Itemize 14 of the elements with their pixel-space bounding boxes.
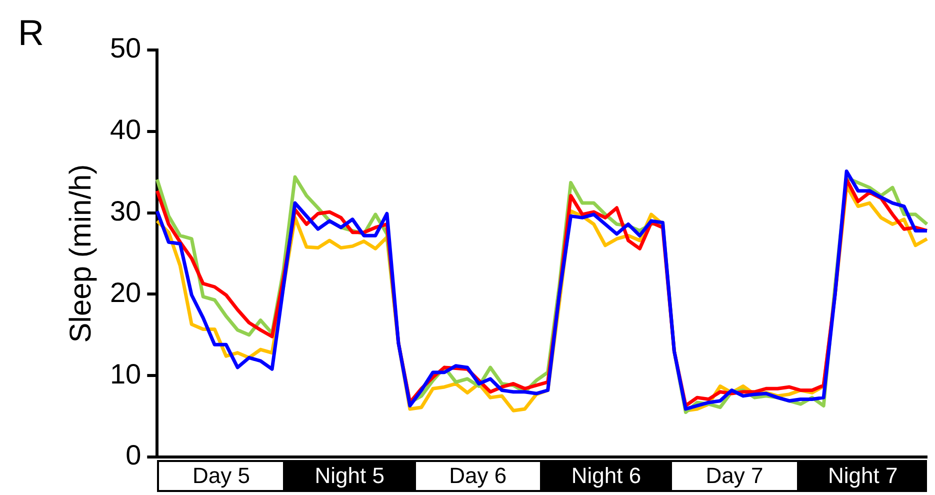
y-tick-label: 30 [110, 196, 142, 227]
text: Night 5 [285, 460, 414, 492]
text: Day 5 [157, 460, 286, 492]
y-tick-label: 50 [110, 32, 142, 64]
y-tick-label: 20 [110, 276, 142, 308]
text: Day 6 [414, 460, 542, 492]
text: R [18, 12, 44, 54]
text: Day 7 [670, 460, 799, 492]
y-tick-label: 10 [110, 358, 142, 390]
y-axis-title: Sleep (min/h) [64, 164, 98, 343]
text: Night 7 [798, 460, 928, 492]
y-tick-label: 0 [126, 440, 142, 471]
y-tick-label: 40 [110, 114, 142, 146]
text: Night 6 [542, 460, 670, 492]
